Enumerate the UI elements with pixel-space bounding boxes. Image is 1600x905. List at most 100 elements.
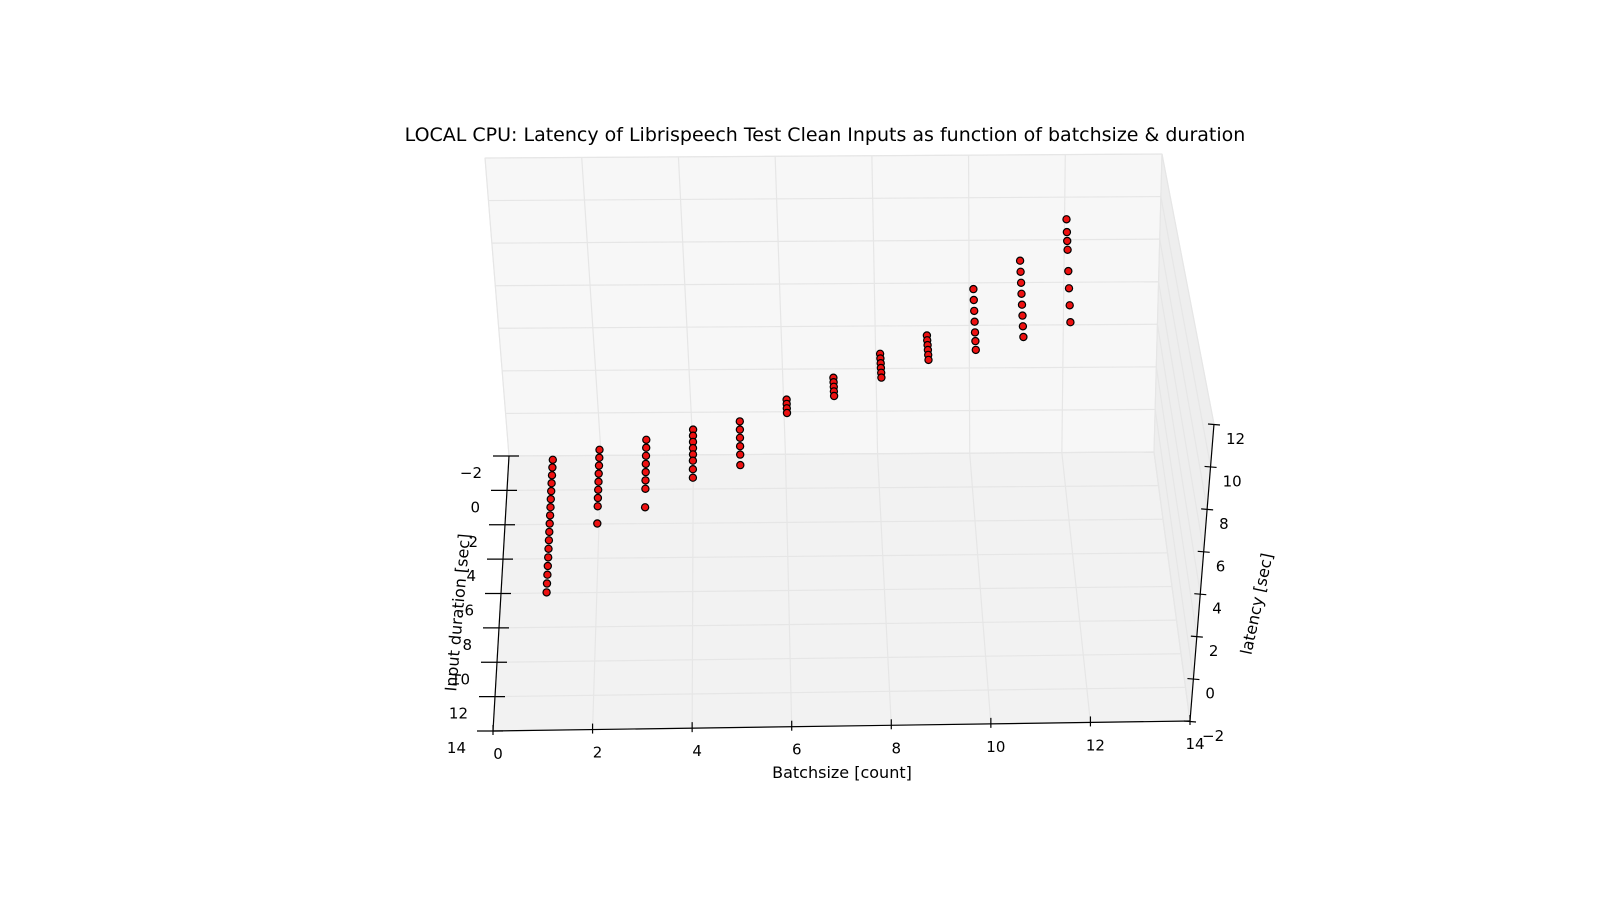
scatter-point (547, 471, 557, 480)
chart-title: LOCAL CPU: Latency of Librispeech Test C… (405, 124, 1246, 146)
scatter-point (545, 511, 555, 520)
x-tick-label: 6 (792, 741, 802, 759)
scatter-point (1017, 300, 1027, 309)
floor-grid-y (496, 653, 1182, 663)
z-tick-label: 2 (1209, 642, 1219, 660)
scatter-points (542, 215, 1075, 597)
floor-grid-y (500, 585, 1173, 595)
wall-grid-x (967, 155, 971, 454)
wall-grid-x (871, 155, 879, 454)
y-tick-label: −2 (460, 464, 482, 482)
z-tick-label: 12 (1226, 430, 1245, 448)
x-tick-label: 12 (1086, 736, 1105, 754)
side-grid-z (1153, 451, 1191, 722)
floor-grid-y (504, 518, 1164, 526)
scatter-point (970, 317, 979, 326)
scatter-point (546, 503, 555, 512)
scatter-point (546, 494, 556, 504)
scatter-point (543, 561, 553, 571)
x-tick-label: 2 (593, 744, 603, 762)
z-tick-mark (1187, 677, 1200, 681)
scatter-point (877, 373, 886, 382)
chart-panes (484, 153, 1215, 732)
scatter-point (593, 502, 602, 511)
y-tick-label: 14 (447, 739, 466, 757)
side-grid-z (1161, 153, 1215, 425)
scatter-point (641, 476, 650, 485)
scatter-point (735, 442, 745, 451)
scatter-point (969, 284, 978, 294)
scatter-point (1064, 284, 1074, 293)
scatter-point (1019, 332, 1028, 342)
scatter-point (544, 544, 553, 554)
scatter-point (970, 306, 979, 316)
scatter-point (594, 461, 604, 470)
side-grid-z (1157, 281, 1205, 552)
scatter-point (970, 328, 980, 337)
z-tick-label: 6 (1216, 557, 1226, 575)
side-grid-z (1154, 409, 1195, 679)
z-tick-mark (1194, 593, 1207, 596)
scatter-point (688, 465, 698, 474)
wall-grid-z (502, 366, 1157, 372)
z-tick-label: 4 (1212, 600, 1222, 618)
z-tick-mark (1207, 423, 1221, 426)
scatter-point (548, 463, 557, 472)
scatter-point (688, 456, 698, 465)
scatter-point (642, 443, 651, 452)
y-tick-label: 4 (466, 567, 476, 585)
side-grid-z (1160, 196, 1212, 467)
x-axis-line (492, 720, 1191, 732)
scatter-point (593, 493, 603, 503)
scatter-point (548, 455, 558, 464)
x-tick-label: 0 (493, 745, 503, 763)
scatter-point (736, 450, 745, 459)
y-tick-label: 0 (470, 498, 480, 516)
side-grid-z (1159, 239, 1208, 509)
scatter-point (594, 477, 603, 486)
scatter-point (924, 355, 933, 365)
wall-grid-z (491, 238, 1160, 244)
scatter-point (595, 453, 604, 462)
z-tick-label: 0 (1205, 685, 1215, 703)
scatter-point (1062, 236, 1072, 246)
scatter-point (735, 425, 745, 434)
z-axis-label: latency [sec] (1237, 551, 1277, 656)
scatter-point (782, 408, 792, 418)
z-tick-mark (1197, 550, 1210, 553)
z-tick-mark (1204, 465, 1217, 469)
y-tick-label: 8 (462, 636, 472, 654)
scatter-point (1018, 322, 1028, 331)
wall-grid-z (488, 195, 1161, 202)
wall-grid-x (1153, 153, 1163, 453)
scatter-point (547, 479, 556, 488)
scatter-point (544, 536, 554, 545)
scatter-point (547, 486, 556, 496)
scatter-point (688, 473, 698, 482)
wall-grid-z (484, 153, 1163, 159)
scatter-point (641, 467, 650, 477)
wall-grid-z (508, 451, 1155, 457)
scatter-point (1018, 311, 1027, 320)
scatter-point (735, 433, 745, 442)
scatter-point (594, 469, 603, 478)
scatter-point (545, 519, 554, 528)
z-tick-label: 8 (1219, 515, 1229, 533)
scatter-point (640, 503, 650, 512)
scatter-point (542, 579, 552, 588)
z-tick-label: 10 (1223, 472, 1242, 490)
scatter-point (1016, 267, 1025, 276)
scatter-point (544, 553, 553, 562)
scatter-point (969, 295, 979, 305)
scatter-point (1062, 215, 1071, 224)
scatter-point (736, 460, 745, 470)
wall-grid-x (581, 157, 602, 456)
z-tick-mark (1183, 720, 1197, 723)
scatter-point (1065, 301, 1074, 310)
scatter-point (1062, 227, 1072, 237)
floor-grid-y (498, 619, 1177, 629)
y-tick-label: 6 (464, 602, 474, 620)
floor-grid-y (494, 686, 1186, 698)
